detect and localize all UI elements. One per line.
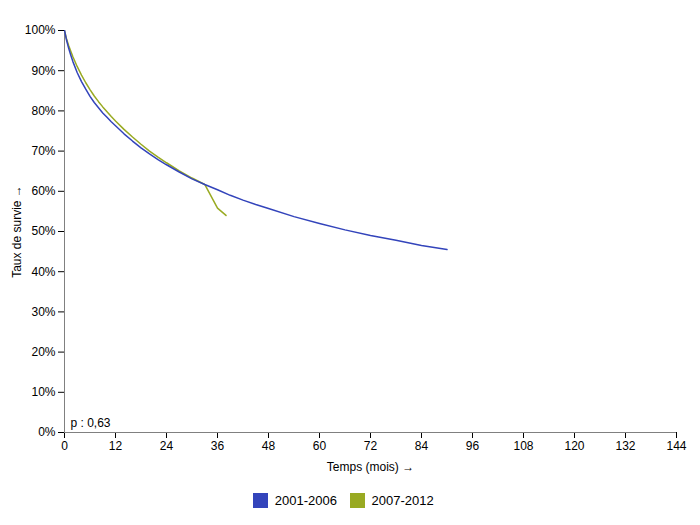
svg-text:80%: 80% (31, 104, 55, 118)
svg-text:120: 120 (564, 439, 584, 453)
svg-text:144: 144 (666, 439, 686, 453)
svg-text:0%: 0% (38, 425, 56, 439)
svg-text:0: 0 (61, 439, 68, 453)
html-text:2001-2006: 2001-2006 (274, 493, 337, 508)
svg-text:12: 12 (109, 439, 123, 453)
html-text:2007-2012: 2007-2012 (371, 493, 434, 508)
svg-text:24: 24 (160, 439, 174, 453)
svg-text:36: 36 (211, 439, 225, 453)
svg-text:Taux de survie →: Taux de survie → (10, 185, 24, 278)
svg-text:90%: 90% (31, 64, 55, 78)
svg-text:40%: 40% (31, 265, 55, 279)
svg-text:Temps (mois) →: Temps (mois) → (327, 460, 414, 474)
svg-text:108: 108 (513, 439, 533, 453)
svg-text:96: 96 (466, 439, 480, 453)
svg-text:20%: 20% (31, 345, 55, 359)
svg-text:50%: 50% (31, 224, 55, 238)
svg-text:72: 72 (364, 439, 378, 453)
svg-text:100%: 100% (25, 23, 56, 37)
svg-text:30%: 30% (31, 305, 55, 319)
svg-text:p : 0,63: p : 0,63 (71, 416, 111, 430)
svg-text:84: 84 (415, 439, 429, 453)
svg-text:70%: 70% (31, 144, 55, 158)
svg-text:132: 132 (615, 439, 635, 453)
svg-text:10%: 10% (31, 385, 55, 399)
svg-text:48: 48 (262, 439, 276, 453)
svg-text:60: 60 (313, 439, 327, 453)
svg-text:60%: 60% (31, 184, 55, 198)
